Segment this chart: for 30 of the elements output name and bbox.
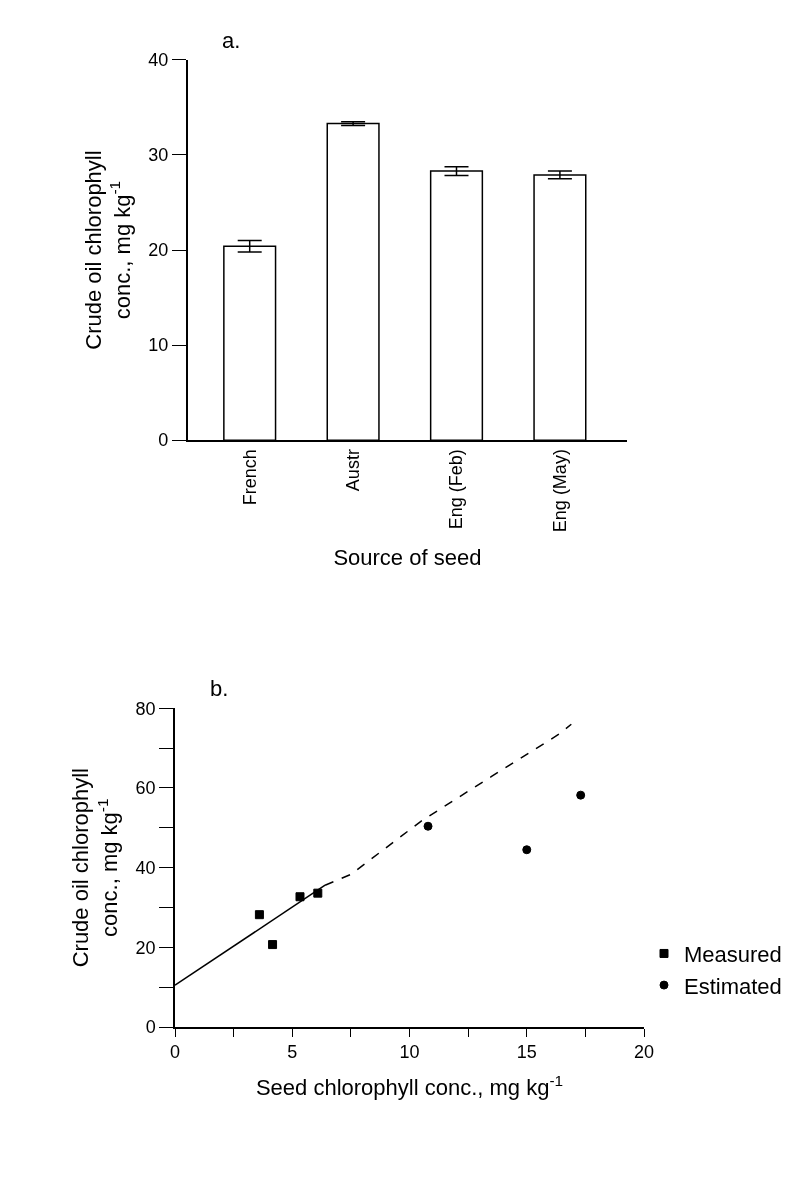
x-axis-title: Seed chlorophyll conc., mg kg$^{-1}$ [255, 1071, 564, 1100]
x-tick-label: 10 [399, 1042, 420, 1063]
point [576, 790, 586, 800]
legend-label: Measured [684, 942, 782, 968]
y-tick-label: 0 [158, 430, 169, 451]
y-tick-label: 40 [148, 50, 169, 71]
chart-title: a. [222, 28, 241, 53]
point [295, 892, 305, 902]
y-tick-label: 80 [135, 698, 156, 719]
point [423, 821, 433, 831]
x-tick-label: 20 [633, 1042, 655, 1063]
point [522, 845, 532, 855]
point [268, 940, 278, 950]
point [254, 910, 264, 920]
y-tick-label: 10 [148, 335, 169, 356]
x-tick-label: 5 [287, 1042, 298, 1063]
legend-label: Estimated [684, 973, 782, 999]
x-tick-label: Eng (May) [549, 449, 570, 533]
x-tick-label: Eng (Feb) [446, 449, 467, 530]
y-tick-label: 0 [145, 1017, 156, 1038]
chart-title: b. [210, 676, 229, 701]
y-tick-label: 60 [135, 778, 156, 799]
x-axis-title: Source of seed [333, 544, 482, 570]
x-tick-label: French [239, 449, 260, 506]
y-tick-label: 20 [135, 937, 156, 958]
y-tick-label: 30 [148, 145, 169, 166]
x-tick-label: 15 [516, 1042, 537, 1063]
x-tick-label: Austr [342, 449, 363, 492]
y-tick-label: 20 [148, 240, 169, 261]
y-tick-label: 40 [135, 857, 156, 878]
